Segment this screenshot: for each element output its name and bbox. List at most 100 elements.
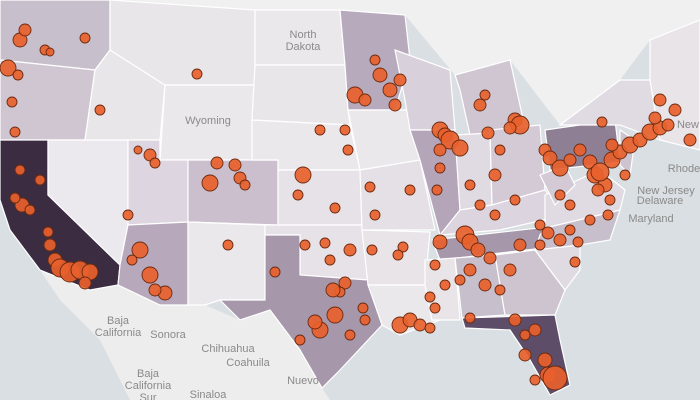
label-line: Dakota (286, 41, 322, 53)
location-marker (0, 59, 17, 77)
location-marker (473, 98, 487, 112)
location-marker (478, 278, 492, 292)
label-line: Wyoming (185, 115, 231, 127)
location-marker (131, 241, 149, 259)
location-marker (429, 302, 441, 314)
location-marker (222, 239, 234, 251)
location-marker (542, 365, 568, 391)
place-label: Nuevo (287, 375, 319, 387)
location-marker (9, 192, 21, 204)
location-marker (479, 89, 491, 101)
location-marker (464, 312, 476, 324)
location-marker (529, 374, 541, 386)
location-marker (382, 82, 398, 98)
location-marker (488, 168, 502, 182)
label-line: North (290, 29, 317, 41)
place-label: Rhode (668, 163, 700, 175)
label-line: Rhode (668, 163, 700, 175)
location-marker (372, 67, 388, 83)
location-marker (326, 306, 344, 324)
location-marker (534, 239, 546, 251)
location-marker (604, 194, 616, 206)
location-marker (369, 209, 381, 221)
location-marker (463, 263, 477, 277)
location-marker (683, 133, 697, 147)
place-label: Wyoming (185, 115, 231, 127)
location-marker (364, 181, 376, 193)
location-marker (432, 234, 448, 250)
location-marker (45, 47, 55, 57)
location-marker (573, 143, 587, 157)
location-marker (470, 242, 486, 258)
location-marker (329, 202, 341, 214)
location-marker (43, 238, 57, 252)
location-marker (503, 121, 517, 135)
location-marker (366, 244, 378, 256)
location-marker (424, 322, 436, 334)
location-marker (596, 116, 608, 128)
location-marker (464, 179, 476, 191)
label-line: Nuevo (287, 375, 319, 387)
location-marker (494, 144, 506, 156)
location-marker (503, 263, 517, 277)
label-line: New (677, 119, 699, 131)
location-marker (537, 352, 553, 368)
mexico (40, 270, 330, 400)
location-marker (653, 93, 667, 107)
location-marker (619, 169, 631, 181)
location-marker (433, 143, 447, 157)
location-marker (324, 254, 336, 266)
location-marker (519, 329, 531, 341)
location-marker (393, 73, 407, 87)
location-marker (358, 93, 372, 107)
place-label: Sinaloa (190, 389, 228, 400)
location-marker (79, 32, 91, 44)
location-marker (474, 199, 486, 211)
location-marker (6, 96, 18, 108)
location-marker (338, 276, 352, 290)
label-line: Chihuahua (201, 343, 255, 355)
location-marker (554, 189, 566, 201)
label-line: Maryland (628, 213, 673, 225)
location-marker (342, 144, 354, 156)
location-marker (605, 138, 619, 152)
location-marker (133, 145, 143, 155)
place-label: Sonora (150, 329, 186, 341)
markers (0, 23, 697, 391)
location-marker (513, 238, 527, 252)
location-marker (434, 162, 446, 174)
place-label: Delaware (637, 195, 683, 207)
location-marker (359, 314, 371, 326)
location-marker (228, 158, 242, 172)
place-label: Maryland (628, 213, 673, 225)
location-marker (413, 318, 427, 332)
location-marker (126, 254, 138, 266)
location-marker (454, 274, 466, 286)
location-marker (481, 126, 495, 140)
location-marker (483, 251, 497, 265)
location-marker (344, 329, 356, 341)
location-marker (564, 199, 576, 211)
location-marker (294, 334, 306, 346)
location-marker (397, 241, 409, 253)
location-marker (648, 111, 662, 125)
location-marker (404, 184, 416, 196)
location-marker (343, 243, 357, 257)
location-marker (122, 209, 134, 221)
location-marker (439, 279, 451, 291)
location-marker (489, 209, 501, 221)
location-marker (563, 153, 577, 167)
location-marker (518, 348, 532, 362)
place-label: Baja California Sur (125, 368, 172, 400)
location-marker (239, 179, 251, 191)
location-marker (24, 204, 36, 216)
location-marker (357, 302, 369, 314)
label-line: Baja (107, 315, 130, 327)
place-label: Coahuila (226, 357, 270, 369)
location-marker (584, 214, 596, 226)
location-marker (429, 259, 441, 271)
location-marker (668, 103, 682, 117)
label-line: Sonora (150, 329, 186, 341)
location-marker (369, 54, 381, 66)
